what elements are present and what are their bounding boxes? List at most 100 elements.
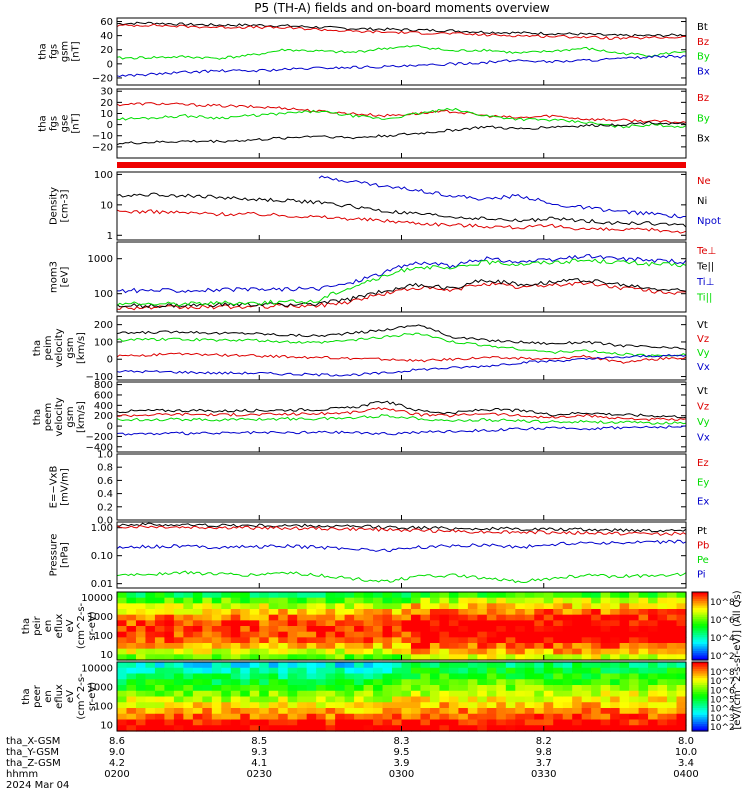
heatmap-cell [316, 626, 327, 633]
heatmap-cell [183, 614, 194, 621]
heatmap-cell [249, 592, 260, 599]
heatmap-cell [183, 603, 194, 610]
x-row-value: 3.9 [394, 758, 410, 769]
heatmap-cell [211, 662, 222, 669]
heatmap-cell [515, 637, 526, 644]
heatmap-cell [486, 719, 497, 726]
legend-entry: Ez [697, 458, 709, 469]
heatmap-cell [420, 673, 431, 680]
heatmap-cell [638, 626, 649, 633]
heatmap-cell [534, 614, 545, 621]
heatmap-cell [448, 679, 459, 686]
colorbar-swatch [692, 635, 708, 638]
heatmap-cell [657, 609, 668, 616]
y-axis-label: eV [65, 619, 76, 632]
heatmap-cell [297, 592, 308, 599]
heatmap-cell [259, 685, 270, 692]
heatmap-cell [221, 643, 232, 650]
heatmap-cell [515, 673, 526, 680]
heatmap-cell [373, 679, 384, 686]
heatmap-cell [667, 631, 678, 638]
heatmap-cell [259, 713, 270, 721]
heatmap-cell [467, 702, 478, 709]
heatmap-cell [117, 696, 128, 703]
series-line-blue [117, 253, 687, 294]
heatmap-cell [392, 597, 403, 604]
heatmap-cell [145, 696, 156, 703]
heatmap-cell [410, 690, 422, 698]
series-line-blue [116, 539, 687, 553]
heatmap-cell [202, 667, 213, 675]
heatmap-cell [154, 654, 166, 661]
colorbar-swatch [692, 675, 708, 679]
heatmap-cell [363, 603, 374, 610]
heatmap-cell [420, 696, 431, 703]
heatmap-cell [524, 614, 535, 621]
heatmap-cell [240, 673, 251, 680]
heatmap-cell [373, 631, 384, 638]
heatmap-cell [676, 654, 687, 661]
heatmap-cell [657, 673, 668, 680]
heatmap-cell [221, 603, 232, 610]
heatmap-cell [610, 690, 621, 698]
heatmap-cell [259, 648, 270, 655]
heatmap-cell [240, 713, 251, 721]
heatmap-cell [183, 662, 194, 669]
heatmap-cell [591, 673, 602, 680]
heatmap-cell [439, 592, 450, 599]
heatmap-cell [287, 597, 298, 604]
heatmap-cell [373, 702, 384, 709]
heatmap-cell [354, 648, 365, 655]
heatmap-cell [135, 592, 147, 599]
colorbar-label: 10^4 [710, 705, 735, 715]
heatmap-cell [183, 679, 194, 686]
heatmap-cell [392, 679, 403, 686]
heatmap-cell [667, 690, 678, 698]
heatmap-cell [401, 679, 412, 686]
heatmap-cell [572, 708, 583, 715]
heatmap-cell [135, 719, 147, 726]
heatmap-cell [202, 637, 213, 644]
heatmap-cell [335, 643, 346, 650]
heatmap-cell [363, 626, 374, 633]
heatmap-cell [259, 654, 270, 661]
heatmap-cell [581, 631, 592, 638]
heatmap-cell [306, 725, 317, 732]
y-tick-label: 400 [94, 401, 113, 412]
colorbar-label: 10^6 [710, 616, 735, 626]
heatmap-cell [145, 708, 156, 715]
heatmap-cell [202, 673, 213, 680]
heatmap-cell [619, 690, 630, 698]
heatmap-cell [354, 637, 365, 644]
heatmap-cell [657, 679, 668, 686]
heatmap-cell [363, 702, 374, 709]
heatmap-cell [619, 696, 630, 703]
heatmap-cell [486, 673, 497, 680]
heatmap-cell [183, 708, 194, 715]
y-tick-label: 200 [94, 320, 113, 331]
heatmap-cell [145, 725, 156, 732]
heatmap-cell [676, 643, 687, 650]
heatmap-cell [325, 626, 336, 633]
heatmap-cell [202, 626, 213, 633]
x-row-value: 4.1 [251, 758, 267, 769]
heatmap-cell [496, 654, 507, 661]
heatmap-cell [363, 648, 374, 655]
heatmap-cell [676, 679, 687, 686]
heatmap-cell [543, 667, 554, 675]
heatmap-cell [524, 708, 535, 715]
heatmap-cell [524, 637, 535, 644]
heatmap-cell [505, 614, 516, 621]
heatmap-cell [524, 719, 535, 726]
x-row-value: 4.2 [109, 758, 125, 769]
heatmap-cell [553, 713, 564, 721]
heatmap-cell [344, 679, 355, 686]
heatmap-cell [496, 696, 507, 703]
heatmap-cell [335, 679, 346, 686]
heatmap-cell [335, 696, 346, 703]
heatmap-cell [477, 685, 488, 692]
heatmap-cell [344, 662, 355, 669]
heatmap-cell [117, 713, 128, 721]
heatmap-cell [600, 654, 611, 661]
series-line-black [116, 278, 687, 309]
